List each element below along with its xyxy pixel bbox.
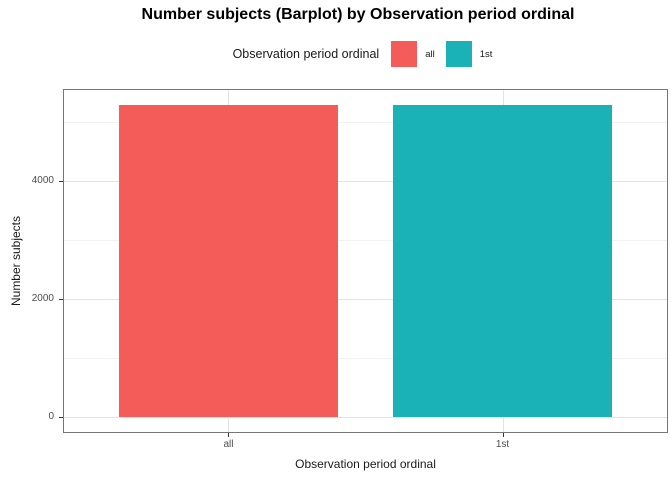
y-tick-mark [59, 416, 63, 418]
gridline-major [64, 416, 667, 418]
y-tick-label: 4000 [31, 175, 54, 187]
x-tick-mark [228, 433, 230, 437]
gridline-minor [64, 240, 667, 242]
y-tick-label: 2000 [31, 292, 54, 304]
gridline-minor [64, 122, 667, 124]
legend-item-label: all [425, 48, 435, 60]
legend-title: Observation period ordinal [232, 47, 380, 61]
x-tick-label: all [223, 439, 234, 450]
y-tick-mark [59, 298, 63, 300]
y-tick-label: 0 [48, 410, 54, 422]
gridline-major [64, 181, 667, 183]
plot-panel [63, 89, 668, 433]
legend-key [391, 41, 418, 67]
legend-item-1st: 1st [445, 41, 499, 67]
legend-item-all: all [391, 41, 441, 67]
legend-key [445, 41, 472, 67]
x-tick-label: 1st [495, 439, 510, 450]
legend-item-label: 1st [479, 48, 493, 60]
gridline-major [64, 298, 667, 300]
y-tick-mark [59, 181, 63, 183]
x-axis-title: Observation period ordinal [295, 457, 436, 471]
x-tick-mark [502, 433, 504, 437]
legend: Observation period ordinal all 1st [63, 40, 668, 68]
bar-all [118, 104, 339, 417]
gridline-minor [64, 357, 667, 359]
plot-title: Number subjects (Barplot) by Observation… [141, 6, 575, 23]
bar-1st [392, 104, 613, 417]
